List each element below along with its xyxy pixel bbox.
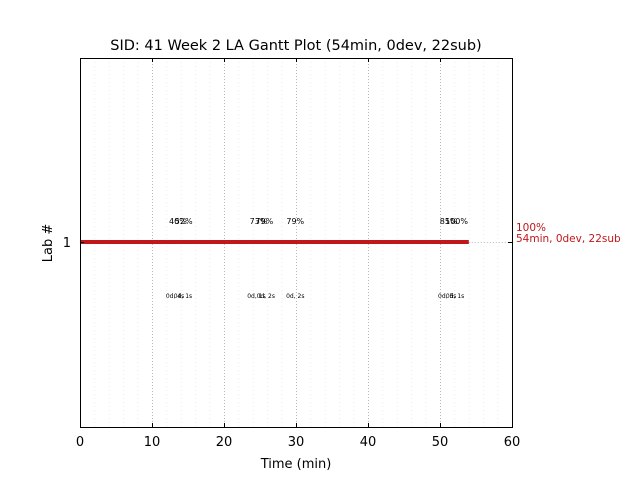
end-label-summary: 54min, 0dev, 22sub <box>516 233 621 245</box>
x-axis-ticks: 0 10 20 30 40 50 60 <box>76 58 520 450</box>
percent-annotation: 79% <box>286 217 304 226</box>
percent-annotation: 100% <box>445 217 468 226</box>
percent-annotation: 79% <box>255 217 273 226</box>
percent-annotation: 40% <box>169 217 187 226</box>
detail-annotation: 0d, 2s <box>257 293 275 300</box>
detail-annotation: 0d, 1s <box>446 293 464 300</box>
y-tick-label: 1 <box>63 236 71 251</box>
detail-annotation: 0d, 5s <box>438 293 456 300</box>
x-tick-label: 40 <box>360 435 377 450</box>
end-label-percent: 100% <box>516 222 546 234</box>
chart-title: SID: 41 Week 2 LA Gantt Plot (54min, 0de… <box>110 38 481 54</box>
gantt-bar <box>80 240 469 244</box>
y-axis-ticks: 1 <box>63 236 512 251</box>
x-tick-label: 10 <box>144 435 161 450</box>
x-tick-label: 30 <box>288 435 305 450</box>
detail-annotation: 0d, 1s <box>174 293 192 300</box>
x-tick-label: 0 <box>76 435 84 450</box>
percent-annotation: 52% <box>175 217 193 226</box>
y-axis-label: Lab # <box>41 224 56 263</box>
bars <box>80 240 514 244</box>
detail-annotation: 0d, 2s <box>286 293 304 300</box>
detail-annotation: 0d, 1s <box>247 293 265 300</box>
x-tick-label: 50 <box>432 435 449 450</box>
x-tick-label: 60 <box>504 435 521 450</box>
percent-annotation: 73% <box>250 217 268 226</box>
x-axis-label: Time (min) <box>260 457 332 472</box>
percent-annotation: 85% <box>440 217 458 226</box>
x-tick-label: 20 <box>216 435 233 450</box>
detail-annotation: 0d, 4s <box>166 293 184 300</box>
